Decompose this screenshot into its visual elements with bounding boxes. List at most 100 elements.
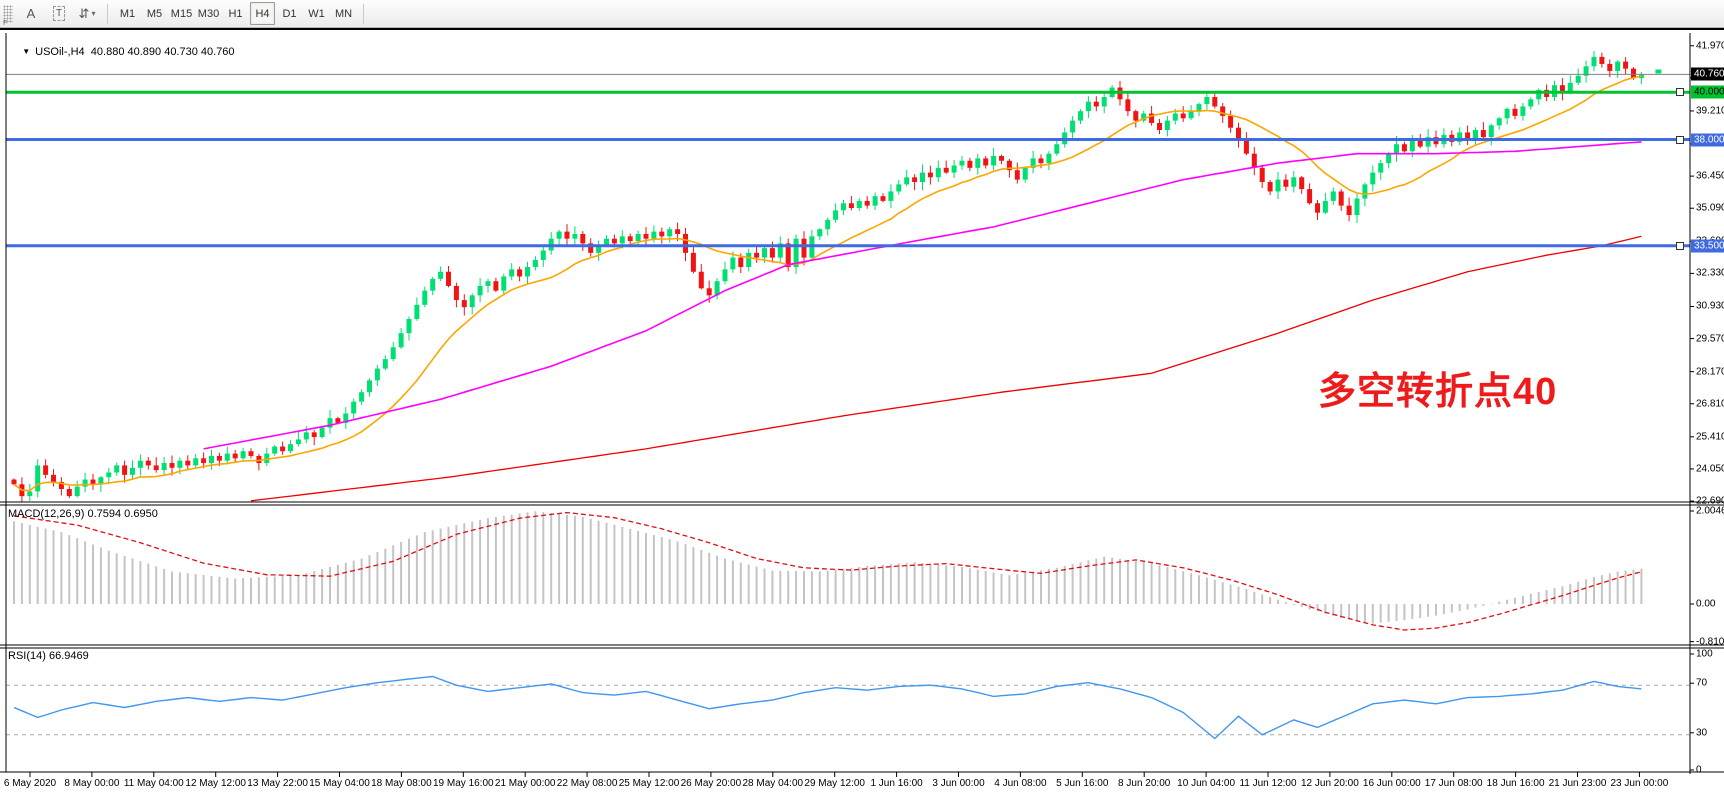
slow-ma-line (250, 235, 1642, 502)
chevron-down-icon[interactable]: ▼ (22, 47, 31, 56)
timeframe-button-m15[interactable]: M15 (170, 7, 193, 20)
candle-bullish (1291, 177, 1297, 187)
arrows-icon: ⇵ (78, 5, 90, 21)
candle-bearish (698, 271, 704, 289)
candle-bullish (896, 184, 902, 192)
hline-drag-handle[interactable] (1676, 241, 1684, 250)
candle-bearish (185, 460, 191, 466)
time-tick-label: 3 Jun 00:00 (932, 778, 985, 789)
candle-bearish (880, 196, 886, 201)
candle-bearish (1599, 56, 1605, 64)
candle-bullish (825, 219, 831, 230)
candle-bullish (1583, 66, 1589, 76)
time-tick-label: 11 Jun 12:00 (1239, 778, 1297, 789)
candle-bearish (588, 243, 594, 253)
candle-bearish (706, 288, 712, 296)
candle-bullish (1275, 179, 1281, 192)
candle-bullish (793, 238, 799, 268)
timeframe-button-h4[interactable]: H4 (250, 2, 275, 25)
timeframe-button-w1[interactable]: W1 (308, 7, 325, 20)
hline-drag-handle[interactable] (1676, 135, 1684, 144)
toolbar-drag-handle[interactable]: F (3, 4, 13, 27)
label-icon: T (52, 6, 66, 21)
price-tick-label: 28.170 (1696, 366, 1724, 378)
candle-bullish (469, 295, 475, 308)
candle-bearish (1149, 113, 1155, 123)
candle-bullish (1496, 118, 1502, 126)
candle-bearish (999, 156, 1004, 161)
hline-price-badge-38.000: 38.000 (1691, 133, 1724, 146)
timeframe-button-d1[interactable]: D1 (282, 7, 297, 20)
candle-bullish (1354, 198, 1360, 216)
candle-bullish (422, 290, 428, 305)
candle-bullish (509, 269, 515, 277)
candle-bullish (1188, 111, 1194, 119)
candle-bullish (477, 285, 483, 296)
candle-bearish (1236, 127, 1241, 140)
candle-bullish (1322, 200, 1328, 213)
time-tick-label: 4 Jun 08:00 (994, 778, 1047, 789)
candle-bullish (777, 243, 783, 258)
candle-bullish (667, 229, 673, 237)
chart-ohlc-values: 40.880 40.890 40.730 40.760 (90, 46, 235, 58)
candle-bullish (1488, 125, 1494, 138)
candle-bullish (604, 238, 609, 246)
time-axis[interactable]: 6 May 2020 8 May 00:00 11 May 04:00 12 May … (0, 30, 1724, 794)
main-price-panel[interactable] (6, 51, 1690, 504)
timeframe-button-m30[interactable]: M30 (197, 7, 220, 20)
candle-bullish (1362, 184, 1368, 199)
candle-bullish (1164, 120, 1170, 131)
time-tick-label: 8 Jun 20:00 (1118, 778, 1171, 789)
candle-bullish (1575, 75, 1581, 83)
hline-drag-handle[interactable] (1676, 88, 1684, 97)
rsi-indicator-label: RSI(14) 66.9469 (8, 650, 89, 662)
dropdown-caret-icon[interactable]: ▾ (91, 9, 96, 18)
candle-bearish (58, 481, 64, 490)
candle-bullish (888, 191, 894, 201)
rsi-tick-label: 0 (1696, 764, 1702, 776)
candle-bullish (303, 432, 309, 440)
price-tick-label: 32.330 (1696, 267, 1724, 279)
candle-bullish (406, 318, 412, 334)
candle-bullish (762, 248, 767, 258)
candle-bearish (611, 238, 617, 244)
chart-title[interactable]: ▼ USOil-,H4 40.880 40.890 40.730 40.760 (10, 34, 235, 70)
label-icon[interactable]: T (46, 2, 72, 26)
chart-plot-area[interactable] (0, 30, 1724, 796)
timeframe-button-m5[interactable]: M5 (146, 7, 163, 20)
arrows-icon[interactable]: ⇵ ▾ (74, 2, 100, 26)
macd-panel[interactable] (13, 511, 1643, 631)
rsi-tick-label: 100 (1696, 648, 1713, 660)
candle-bullish (430, 278, 436, 291)
text-icon[interactable]: A (18, 2, 44, 26)
rsi-panel[interactable] (6, 675, 1690, 740)
time-tick-label: 12 Jun 20:00 (1300, 778, 1359, 789)
chart-window: ▼ USOil-,H4 40.880 40.890 40.730 40.760 M… (0, 28, 1724, 794)
candle-bullish (1030, 158, 1036, 168)
rsi-tick-label: 70 (1696, 677, 1708, 689)
price-axis[interactable]: 41.97040.61039.21037.81036.45035.09033.6… (0, 30, 1724, 794)
candle-bearish (1315, 203, 1320, 213)
candle-bearish (1480, 130, 1486, 138)
candle-bullish (1567, 82, 1573, 93)
candle-bullish (398, 333, 404, 348)
candle-bullish (177, 460, 183, 468)
candle-bullish (951, 165, 957, 173)
candle-bullish (1473, 130, 1478, 140)
candle-bullish (367, 380, 372, 393)
candle-bullish (106, 472, 112, 478)
toolbar: F A T ⇵ ▾ M1 M5 M15 M30 H1 H4 D1 W1 MN (0, 0, 1724, 28)
candle-bullish (1457, 132, 1463, 142)
candle-bearish (675, 229, 681, 234)
timeframe-button-mn[interactable]: MN (334, 7, 353, 20)
mid-ma-line (203, 141, 1642, 450)
price-tick-label: 41.970 (1696, 40, 1724, 52)
candle-bearish (1465, 132, 1471, 140)
toolbar-separator (363, 3, 364, 24)
timeframe-button-h1[interactable]: H1 (228, 7, 243, 20)
timeframe-button-m1[interactable]: M1 (119, 7, 136, 20)
candle-bearish (983, 158, 989, 166)
time-tick-label: 25 May 12:00 (618, 778, 680, 789)
candle-bullish (596, 245, 602, 253)
macd-tick-label: 0.00 (1696, 598, 1716, 610)
